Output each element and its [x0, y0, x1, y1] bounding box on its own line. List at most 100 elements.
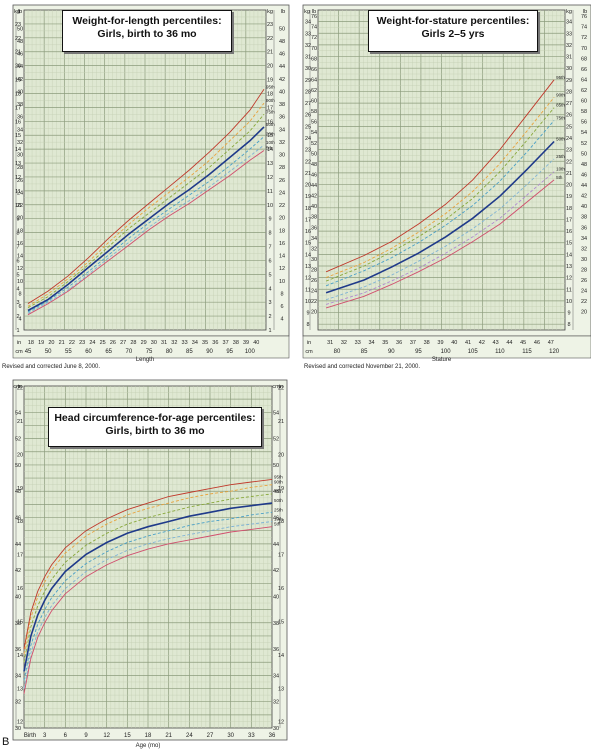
y-tick-kg-right: 21 — [566, 171, 572, 177]
y-tick-in-left: 17 — [17, 553, 23, 559]
y-tick-lb-left: 40 — [17, 89, 23, 95]
y-unit-right-inner: cm — [272, 384, 280, 390]
y-tick-cm-right: 48 — [273, 489, 279, 495]
y-tick-kg-left: 26 — [305, 113, 311, 119]
y-tick-in-left: 15 — [17, 619, 23, 625]
y-tick-kg-left: 11 — [305, 287, 311, 293]
y-tick-kg-left: 15 — [15, 133, 21, 139]
y-tick-lb-left: 66 — [311, 67, 317, 73]
y-tick-kg-right: 17 — [566, 217, 572, 223]
y-tick-cm-left: 36 — [15, 647, 21, 653]
y-tick-kg-right: 21 — [267, 50, 273, 56]
y-tick-cm-right: 34 — [273, 673, 279, 679]
x-tick-age: 9 — [84, 733, 88, 739]
y-tick-kg-left: 23 — [305, 148, 311, 154]
x-tick-in: 27 — [120, 340, 126, 346]
x-tick-age: 27 — [207, 733, 214, 739]
y-tick-lb-right: 30 — [279, 153, 285, 159]
x-tick-in: 31 — [161, 340, 167, 346]
x-axis-label: Stature — [432, 357, 452, 363]
y-tick-cm-right: 30 — [273, 726, 279, 732]
y-tick-in-right: 15 — [278, 619, 284, 625]
y-tick-kg-right: 2 — [268, 314, 271, 320]
y-tick-lb-right: 64 — [581, 77, 587, 83]
x-tick-in: 35 — [382, 340, 388, 346]
series-label-95th: 95th — [274, 474, 283, 479]
y-tick-lb-right: 60 — [581, 99, 587, 105]
series-label-85th: 85th — [556, 103, 565, 108]
y-tick-kg-left: 15 — [305, 241, 311, 247]
x-tick-age: 3 — [43, 733, 47, 739]
x-tick-cm: 85 — [361, 349, 368, 355]
chart2-title-box: Weight-for-stature percentiles: Girls 2–… — [368, 10, 538, 52]
y-tick-lb-right: 28 — [581, 267, 587, 273]
x-tick-age: 36 — [269, 733, 276, 739]
y-tick-cm-left: 48 — [15, 489, 21, 495]
y-tick-lb-right: 22 — [279, 203, 285, 209]
y-tick-lb-right: 74 — [581, 25, 587, 31]
y-tick-kg-right: 16 — [267, 119, 273, 125]
y-tick-lb-left: 62 — [311, 88, 317, 94]
series-label-25th: 25th — [274, 507, 283, 512]
x-tick-in: 44 — [506, 340, 512, 346]
y-tick-cm-right: 42 — [273, 568, 279, 574]
series-label-25th: 25th — [266, 132, 275, 137]
y-tick-lb-left: 36 — [311, 225, 317, 231]
y-tick-lb-right: 68 — [581, 56, 587, 62]
y-tick-kg-right: 9 — [268, 217, 271, 223]
x-unit-in: in — [307, 340, 311, 346]
y-tick-in-left: 18 — [17, 519, 23, 525]
y-tick-kg-left: 9 — [16, 217, 19, 223]
series-line-25th — [23, 511, 273, 681]
y-tick-lb-right: 66 — [581, 67, 587, 73]
y-tick-kg-left: 28 — [305, 89, 311, 95]
series-label-90th: 90th — [266, 98, 275, 103]
y-tick-kg-left: 20 — [15, 64, 21, 70]
x-tick-in: 34 — [192, 340, 198, 346]
x-tick-in: 18 — [28, 340, 34, 346]
y-unit-left-outer: kg — [14, 9, 20, 15]
series-label-50th: 50th — [556, 136, 565, 141]
x-tick-in: 33 — [182, 340, 188, 346]
x-tick-cm: 55 — [65, 349, 72, 355]
y-tick-kg-left: 30 — [305, 66, 311, 72]
y-tick-kg-left: 3 — [16, 300, 19, 306]
x-tick-in: 37 — [223, 340, 229, 346]
y-tick-lb-right: 14 — [279, 254, 285, 260]
y-unit-right-outer: lb — [583, 9, 587, 15]
y-tick-lb-right: 30 — [581, 257, 587, 263]
x-tick-in: 19 — [38, 340, 44, 346]
chart3-title-box: Head circumference-for-age percentiles: … — [48, 407, 262, 447]
x-tick-in: 32 — [341, 340, 347, 346]
y-tick-kg-left: 21 — [15, 50, 21, 56]
y-tick-lb-right: 38 — [581, 215, 587, 221]
y-tick-lb-left: 32 — [17, 140, 23, 146]
y-tick-lb-left: 30 — [17, 153, 23, 159]
x-tick-cm: 100 — [441, 349, 452, 355]
x-unit-cm: cm — [15, 349, 23, 355]
y-tick-cm-left: 54 — [15, 410, 21, 416]
x-tick-in: 43 — [493, 340, 499, 346]
y-tick-in-right: 13 — [278, 686, 284, 692]
y-tick-kg-right: 32 — [566, 43, 572, 49]
y-tick-lb-left: 22 — [311, 299, 317, 305]
x-tick-in: 29 — [141, 340, 147, 346]
y-tick-lb-right: 46 — [279, 52, 285, 58]
y-tick-kg-left: 10 — [305, 299, 311, 305]
y-tick-cm-right: 50 — [273, 463, 279, 469]
y-tick-lb-left: 26 — [17, 178, 23, 184]
y-tick-kg-right: 11 — [267, 189, 273, 195]
x-tick-cm: 100 — [245, 349, 256, 355]
y-tick-kg-left: 27 — [305, 101, 311, 107]
series-line-5th — [23, 526, 273, 694]
y-tick-kg-left: 18 — [15, 91, 21, 97]
panel-letter: B — [2, 736, 10, 748]
y-tick-cm-left: 30 — [15, 726, 21, 732]
y-tick-lb-right: 42 — [279, 77, 285, 83]
y-tick-lb-right: 70 — [581, 46, 587, 52]
y-tick-cm-right: 44 — [273, 542, 279, 548]
y-tick-lb-right: 50 — [279, 26, 285, 32]
x-tick-age: 18 — [145, 733, 152, 739]
x-tick-cm: 90 — [206, 349, 213, 355]
